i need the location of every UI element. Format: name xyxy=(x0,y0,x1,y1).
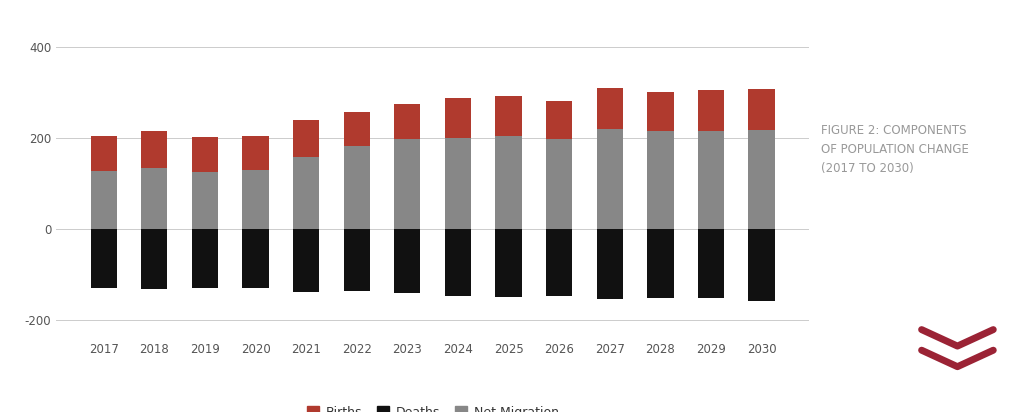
Bar xyxy=(344,145,370,229)
Bar xyxy=(90,136,117,171)
Bar xyxy=(191,171,218,229)
Bar xyxy=(141,229,168,289)
Bar xyxy=(444,229,471,296)
Bar xyxy=(344,229,370,292)
Bar xyxy=(546,101,572,139)
Bar xyxy=(546,229,572,296)
Text: FIGURE 2: COMPONENTS
OF POPULATION CHANGE
(2017 TO 2030): FIGURE 2: COMPONENTS OF POPULATION CHANG… xyxy=(821,124,969,175)
Bar xyxy=(90,229,117,288)
Bar xyxy=(293,229,319,293)
Bar xyxy=(749,130,775,229)
Bar xyxy=(749,229,775,301)
Bar xyxy=(243,229,268,288)
Legend: Births, Deaths, Net Migration: Births, Deaths, Net Migration xyxy=(302,401,563,412)
Bar xyxy=(344,112,370,145)
Bar xyxy=(141,131,168,169)
Bar xyxy=(293,120,319,157)
Bar xyxy=(394,139,421,229)
Bar xyxy=(597,229,623,299)
Bar xyxy=(496,136,521,229)
Bar xyxy=(191,229,218,288)
Bar xyxy=(647,131,674,229)
Bar xyxy=(697,229,724,298)
Bar xyxy=(444,138,471,229)
Bar xyxy=(191,137,218,171)
Bar xyxy=(90,171,117,229)
Bar xyxy=(749,89,775,130)
Bar xyxy=(697,131,724,229)
Bar xyxy=(394,229,421,293)
Bar xyxy=(444,98,471,138)
Bar xyxy=(141,169,168,229)
Bar xyxy=(293,157,319,229)
Bar xyxy=(496,229,521,297)
Bar xyxy=(597,88,623,129)
Bar xyxy=(546,139,572,229)
Bar xyxy=(243,136,268,170)
Bar xyxy=(697,90,724,131)
Bar xyxy=(394,104,421,139)
Bar xyxy=(496,96,521,136)
Bar xyxy=(597,129,623,229)
Bar xyxy=(647,229,674,298)
Bar xyxy=(647,91,674,131)
Bar xyxy=(243,170,268,229)
